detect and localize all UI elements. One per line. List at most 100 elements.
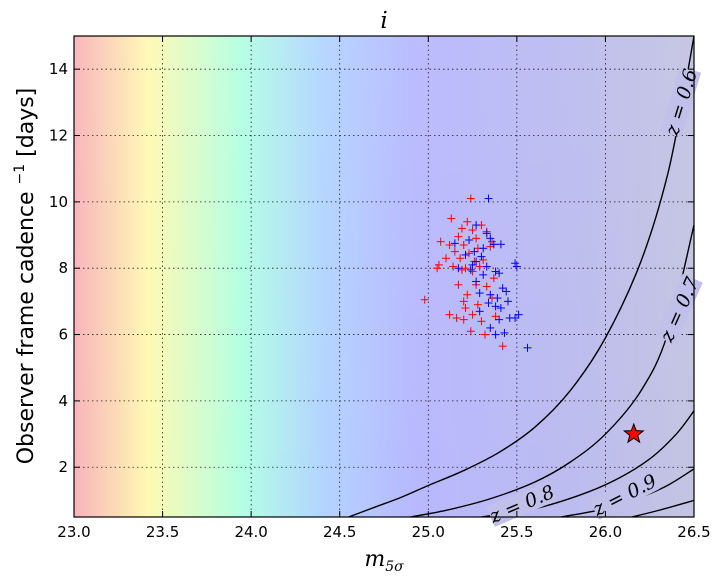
scatter-point	[463, 217, 472, 226]
scatter-point	[465, 249, 474, 258]
grid	[74, 36, 694, 517]
scatter-point	[449, 262, 458, 271]
scatter-point	[459, 240, 468, 249]
scatter-point	[498, 342, 507, 351]
scatter-point	[477, 252, 486, 261]
scatter-point	[433, 264, 442, 273]
scatter-point	[491, 330, 500, 339]
scatter-point	[482, 262, 491, 271]
scatter-point	[493, 294, 502, 303]
x-tick-label: 23.5	[146, 523, 179, 541]
scatter-point	[420, 295, 429, 304]
y-axis-title-suffix: [days]	[14, 88, 39, 157]
y-tick-label: 4	[58, 392, 68, 410]
y-tick-label: 10	[49, 193, 68, 211]
contour-line	[348, 36, 694, 517]
scatter-markers	[420, 194, 532, 352]
scatter-point	[512, 262, 521, 271]
scatter-point	[456, 254, 465, 263]
scatter-point	[447, 214, 456, 223]
scatter-point	[466, 265, 475, 274]
y-tick-label: 14	[49, 60, 68, 78]
axis-ticks: 23.0 23.5 24.0 24.5 25.0 25.5 26.0 26.5 2 4 6 8 10 12…	[49, 36, 711, 541]
contour-label-background	[655, 273, 703, 345]
scatter-point	[461, 250, 470, 259]
scatter-point	[486, 234, 495, 243]
scatter-point	[442, 254, 450, 263]
plot-frame	[73, 35, 695, 518]
scatter-point	[472, 234, 481, 243]
scatter-point	[466, 194, 475, 203]
scatter-point	[511, 313, 520, 322]
scatter-point	[486, 323, 495, 332]
scatter-point	[465, 236, 474, 245]
x-tick-label: 24.0	[234, 523, 267, 541]
scatter-point	[489, 240, 498, 249]
scatter-point	[470, 247, 479, 256]
x-tick-label: 24.5	[323, 523, 356, 541]
scatter-point	[457, 224, 466, 233]
scatter-point	[511, 259, 520, 268]
scatter-point	[466, 327, 475, 336]
scatter-point	[461, 264, 470, 273]
scatter-point	[463, 290, 472, 299]
scatter-point	[472, 221, 481, 230]
scatter-point	[498, 284, 507, 293]
y-tick-label: 2	[58, 458, 68, 476]
x-tick-label: 25.0	[412, 523, 445, 541]
y-axis-title-prefix: Observer frame cadence	[14, 191, 39, 464]
reference-star	[622, 422, 645, 444]
scatter-point	[472, 277, 481, 286]
scatter-point	[496, 240, 505, 249]
scatter-point	[491, 302, 500, 311]
scatter-point	[475, 262, 484, 271]
x-axis-title-base: m	[364, 547, 385, 572]
scatter-point	[479, 244, 488, 253]
scatter-point	[459, 315, 468, 324]
scatter-point	[457, 265, 466, 274]
contour-label-background	[589, 469, 660, 520]
y-tick-label: 6	[58, 326, 68, 344]
scatter-point	[479, 270, 488, 279]
scatter-point	[434, 260, 443, 269]
scatter-point	[461, 304, 470, 313]
scatter-point	[468, 226, 477, 235]
x-tick-label: 26.5	[677, 523, 710, 541]
scatter-point	[475, 307, 484, 316]
scatter-point	[491, 267, 500, 276]
scatter-point	[445, 240, 454, 249]
y-axis-title-superscript: −1	[12, 164, 28, 185]
contour-label-background	[486, 480, 558, 527]
scatter-point	[473, 300, 482, 309]
contour-label-background	[660, 66, 702, 138]
scatter-point	[452, 313, 461, 322]
scatter-point	[479, 255, 488, 264]
scatter-point	[482, 229, 491, 238]
x-tick-label: 23.0	[57, 523, 90, 541]
scatter-point	[484, 194, 493, 203]
scatter-point	[514, 310, 523, 319]
y-tick-label: 8	[58, 259, 68, 277]
scatter-point	[491, 312, 500, 321]
scatter-point	[436, 237, 445, 246]
x-axis-title: m5σ	[364, 547, 404, 575]
scatter-point	[482, 282, 491, 291]
scatter-point	[459, 297, 468, 306]
y-tick-label: 12	[49, 127, 68, 145]
x-tick-label: 26.0	[589, 523, 622, 541]
scatter-point	[454, 232, 463, 241]
scatter-point	[480, 330, 489, 339]
scatter-point	[450, 247, 459, 256]
scatter-point	[489, 274, 498, 283]
scatter-point	[502, 287, 511, 296]
scatter-point	[477, 317, 486, 326]
scatter-point	[468, 310, 477, 319]
chart-title: i	[380, 8, 387, 34]
reference-star-group	[622, 422, 645, 444]
x-axis-title-subscript: 5σ	[385, 559, 404, 575]
y-axis-title: Observer frame cadence −1 [days]	[5, 88, 39, 465]
scatter-point	[450, 239, 459, 248]
plot-background-shade	[74, 36, 694, 517]
scatter-point	[504, 297, 512, 306]
